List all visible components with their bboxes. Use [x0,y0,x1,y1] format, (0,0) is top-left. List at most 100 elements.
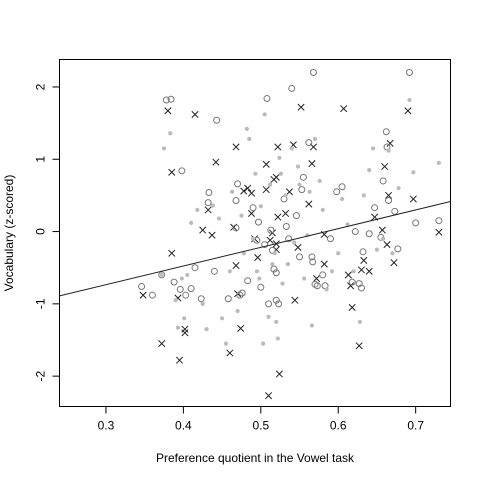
point-filled-dot [160,273,164,277]
point-cross [358,267,364,273]
point-cross [213,159,219,165]
point-filled-dot [340,197,344,201]
point-filled-dot [411,170,415,174]
point-cross [384,241,390,247]
point-open-circle [198,296,204,302]
data-points [139,70,443,399]
point-filled-dot [253,172,257,176]
point-filled-dot [247,137,251,141]
point-filled-dot [273,251,277,255]
point-cross [276,371,282,377]
point-filled-dot [180,276,184,280]
point-open-circle [188,286,194,292]
point-open-circle [297,254,303,260]
point-open-circle [352,229,358,235]
y-tick-label: -2 [34,370,48,381]
y-tick-label: 2 [34,83,48,90]
point-cross [165,108,171,114]
point-filled-dot [277,156,281,160]
point-filled-dot [367,168,371,172]
point-cross [321,261,327,267]
point-open-circle [233,197,239,203]
point-filled-dot [230,190,234,194]
point-cross [356,343,362,349]
point-open-circle [183,292,189,298]
point-cross [410,196,416,202]
point-filled-dot [321,208,325,212]
point-open-circle [392,208,398,214]
point-open-circle [360,249,366,255]
point-filled-dot [307,190,311,194]
point-filled-dot [174,298,178,302]
point-filled-dot [276,336,280,340]
point-open-circle [283,223,289,229]
point-filled-dot [286,262,290,266]
point-filled-dot [336,251,340,255]
point-filled-dot [381,237,385,241]
point-filled-dot [302,276,306,280]
point-filled-dot [310,323,314,327]
point-open-circle [339,184,345,190]
point-cross [159,340,165,346]
point-filled-dot [437,161,441,165]
point-open-circle [177,286,183,292]
point-cross [379,227,385,233]
point-filled-dot [255,269,259,273]
point-cross [265,392,271,398]
point-open-circle [383,129,389,135]
x-axis-label: Preference quotient in the Vowel task [156,451,355,465]
point-open-circle [235,181,241,187]
point-filled-dot [283,193,287,197]
point-filled-dot [371,146,375,150]
point-filled-dot [224,342,228,346]
point-filled-dot [245,127,249,131]
point-open-circle [250,205,256,211]
point-cross [169,169,175,175]
point-open-circle [179,168,185,174]
point-filled-dot [259,204,263,208]
point-filled-dot [407,98,411,102]
x-axis: 0.3 0.4 0.5 0.6 0.7 [98,407,425,433]
plot-frame [60,60,451,407]
point-filled-dot [263,112,267,116]
point-cross [182,330,188,336]
x-tick-label: 0.5 [252,419,269,433]
point-cross [306,201,312,207]
point-filled-dot [261,342,265,346]
point-filled-dot [386,148,390,152]
point-filled-dot [268,182,272,186]
point-cross [263,186,269,192]
point-cross [244,185,250,191]
point-cross [263,161,269,167]
point-cross [275,144,281,150]
point-filled-dot [358,320,362,324]
y-tick-label: -1 [34,298,48,309]
point-cross [340,105,346,111]
point-open-circle [206,190,212,196]
y-axis-label: Vocabulary (z-scored) [2,175,16,292]
point-open-circle [211,268,217,274]
y-tick-label: 1 [34,156,48,163]
point-open-circle [320,272,326,278]
point-cross [233,144,239,150]
point-open-circle [289,85,295,91]
point-open-circle [310,70,316,76]
regression-line [60,202,451,296]
x-tick-label: 0.4 [175,419,192,433]
point-cross [233,262,239,268]
point-cross [298,104,304,110]
point-open-circle [436,218,442,224]
point-filled-dot [220,316,224,320]
point-filled-dot [297,182,301,186]
point-filled-dot [362,193,366,197]
point-cross [391,259,397,265]
y-tick-label: 0 [34,228,48,235]
point-open-circle [406,70,412,76]
point-filled-dot [251,237,255,241]
point-filled-dot [270,262,274,266]
point-open-circle [245,278,251,284]
point-cross [200,227,206,233]
point-filled-dot [296,164,300,168]
point-filled-dot [266,315,270,319]
